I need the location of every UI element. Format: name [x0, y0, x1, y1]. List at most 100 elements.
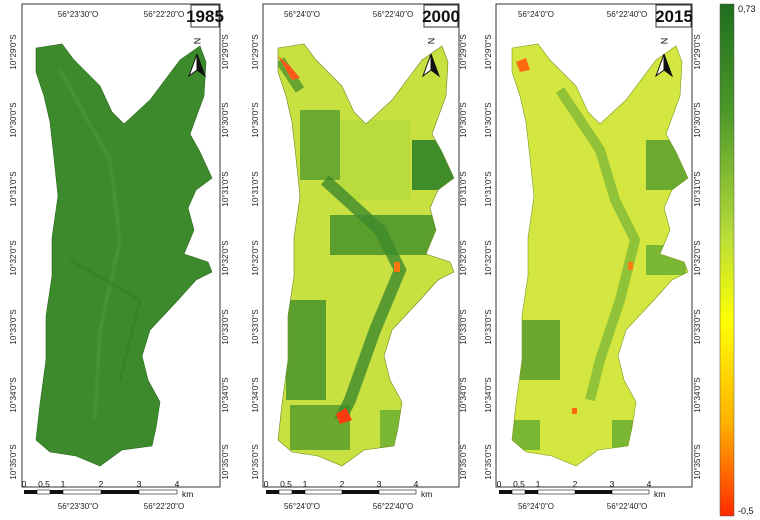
north-arrow: N	[421, 38, 441, 78]
lat-label: 10°31'0"S	[484, 171, 493, 206]
north-label: N	[426, 38, 436, 45]
bottom-lon-label: 56°23'30"O	[58, 502, 98, 511]
lat-label: 10°29'0"S	[459, 34, 468, 69]
lat-label: 10°32'0"S	[459, 240, 468, 275]
scale-unit: km	[654, 489, 665, 499]
scale-unit: km	[421, 489, 432, 499]
lat-label: 10°34'0"S	[9, 377, 18, 412]
scale-tick: 2	[99, 479, 104, 489]
scale-unit: km	[182, 489, 193, 499]
lat-label: 10°31'0"S	[9, 171, 18, 206]
bottom-lon-label: 56°22'40"O	[373, 502, 413, 511]
scale-tick: 0	[497, 479, 502, 489]
lat-label: 10°34'0"S	[251, 377, 260, 412]
right-lat-labels: 10°29'0"S 10°30'0"S 10°31'0"S 10°32'0"S …	[221, 34, 230, 479]
lat-label: 10°34'0"S	[221, 377, 230, 412]
lat-label: 10°30'0"S	[459, 102, 468, 137]
scale-tick: 4	[175, 479, 180, 489]
lat-label: 10°31'0"S	[459, 171, 468, 206]
scale-tick: 4	[647, 479, 652, 489]
lat-label: 10°29'0"S	[251, 34, 260, 69]
top-lon-label: 56°22'40"O	[373, 10, 413, 19]
top-lon-label: 56°23'30"O	[58, 10, 98, 19]
lat-label: 10°33'0"S	[221, 309, 230, 344]
left-lat-labels: 10°29'0"S 10°30'0"S 10°31'0"S 10°32'0"S …	[251, 34, 260, 479]
legend-max-label: 0,73	[738, 4, 756, 14]
top-lon-label: 56°24'0"O	[518, 10, 554, 19]
north-label: N	[659, 38, 669, 45]
left-lat-labels: 10°29'0"S 10°30'0"S 10°31'0"S 10°32'0"S …	[484, 34, 493, 479]
scale-tick: 0,5	[38, 479, 50, 489]
north-arrow: N	[187, 38, 207, 78]
legend-min-label: -0,5	[738, 506, 754, 516]
scale-tick: 1	[61, 479, 66, 489]
left-lat-labels: 10°29'0"S 10°30'0"S 10°31'0"S 10°32'0"S …	[9, 34, 18, 479]
scale-tick: 1	[536, 479, 541, 489]
year-box	[190, 4, 220, 28]
lat-label: 10°32'0"S	[693, 240, 702, 275]
lat-label: 10°35'0"S	[484, 444, 493, 479]
year-label: 1985	[186, 7, 224, 26]
lat-label: 10°30'0"S	[251, 102, 260, 137]
scale-tick: 0,5	[280, 479, 292, 489]
scale-tick: 1	[303, 479, 308, 489]
right-lat-labels: 10°29'0"S 10°30'0"S 10°31'0"S 10°32'0"S …	[693, 34, 702, 479]
north-label: N	[192, 38, 202, 45]
lat-label: 10°33'0"S	[459, 309, 468, 344]
lat-label: 10°31'0"S	[693, 171, 702, 206]
study-area-outline	[35, 43, 213, 467]
scale-tick: 0	[22, 479, 27, 489]
scale-tick: 4	[414, 479, 419, 489]
year-box	[423, 4, 459, 28]
scale-tick: 3	[377, 479, 382, 489]
lat-label: 10°34'0"S	[484, 377, 493, 412]
scale-tick: 0	[264, 479, 269, 489]
scale-bar: 0 0,5 1 2 3 4 km	[22, 479, 194, 499]
map-panel-1985: 1985 N 56°23'30"O 56°22'20"O 56°23'30"O …	[9, 3, 230, 511]
lat-label: 10°32'0"S	[9, 240, 18, 275]
scale-tick: 2	[340, 479, 345, 489]
scale-tick: 3	[137, 479, 142, 489]
lat-label: 10°33'0"S	[484, 309, 493, 344]
year-box	[655, 4, 692, 28]
lat-label: 10°31'0"S	[251, 171, 260, 206]
right-lat-labels: 10°29'0"S 10°30'0"S 10°31'0"S 10°32'0"S …	[459, 34, 468, 479]
lat-label: 10°34'0"S	[693, 377, 702, 412]
lat-label: 10°35'0"S	[693, 444, 702, 479]
scale-tick: 2	[573, 479, 578, 489]
lat-label: 10°34'0"S	[459, 377, 468, 412]
lat-label: 10°35'0"S	[459, 444, 468, 479]
lat-label: 10°31'0"S	[221, 171, 230, 206]
lat-label: 10°32'0"S	[484, 240, 493, 275]
study-area-outline	[277, 43, 455, 467]
lat-label: 10°33'0"S	[251, 309, 260, 344]
lat-label: 10°29'0"S	[9, 34, 18, 69]
year-label: 2015	[655, 7, 693, 26]
lat-label: 10°30'0"S	[221, 102, 230, 137]
lat-label: 10°30'0"S	[9, 102, 18, 137]
map-panel-2015: 2015 N 56°24'0"O 56°22'40"O 56°24'0"O 56…	[484, 3, 702, 511]
legend-color-ramp	[719, 3, 735, 517]
lat-label: 10°29'0"S	[484, 34, 493, 69]
lat-label: 10°32'0"S	[251, 240, 260, 275]
scale-bar: 0 0,5 1 2 3 4 km	[497, 479, 666, 499]
bottom-lon-label: 56°22'20"O	[144, 502, 184, 511]
lat-label: 10°35'0"S	[221, 444, 230, 479]
lat-label: 10°35'0"S	[9, 444, 18, 479]
bottom-lon-label: 56°24'0"O	[518, 502, 554, 511]
scale-tick: 3	[610, 479, 615, 489]
north-arrow: N	[654, 38, 674, 78]
lat-label: 10°32'0"S	[221, 240, 230, 275]
map-panel-2000: 2000 N 56°24'0"O 56°22'40"O 56°24'0"O 56…	[251, 3, 468, 511]
top-lon-label: 56°22'40"O	[607, 10, 647, 19]
study-area-outline	[511, 43, 689, 467]
ndvi-legend: 0,73 -0,5	[719, 3, 756, 517]
lat-label: 10°30'0"S	[693, 102, 702, 137]
top-lon-label: 56°22'20"O	[144, 10, 184, 19]
bottom-lon-label: 56°24'0"O	[284, 502, 320, 511]
lat-label: 10°33'0"S	[9, 309, 18, 344]
lat-label: 10°30'0"S	[484, 102, 493, 137]
year-label: 2000	[422, 7, 460, 26]
lat-label: 10°29'0"S	[693, 34, 702, 69]
